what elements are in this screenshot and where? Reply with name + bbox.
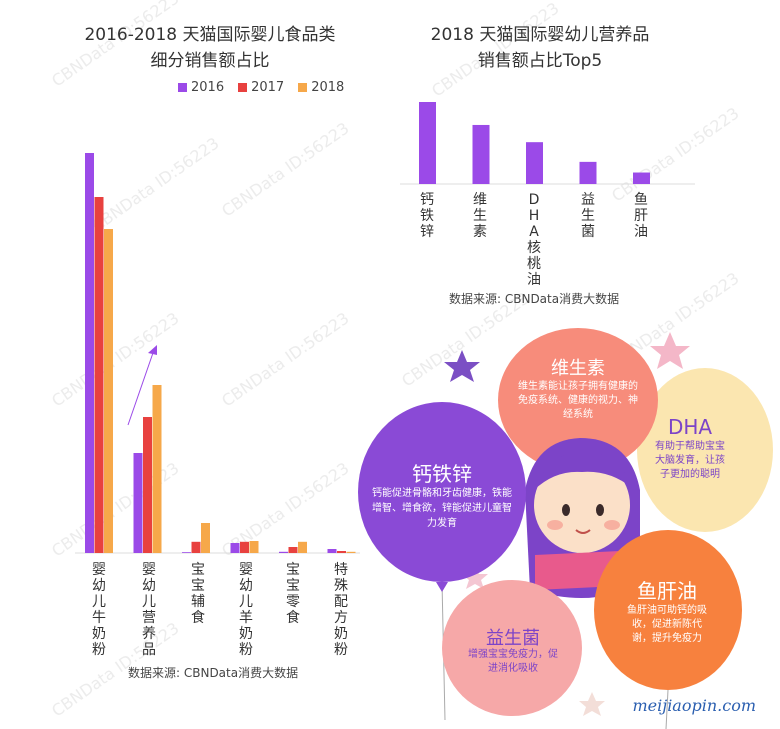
- legend-item-2016: 2016: [178, 80, 224, 95]
- balloon-knot: [436, 582, 448, 592]
- balloon-calcium: [358, 402, 526, 582]
- legend-swatch-2017: [238, 83, 248, 92]
- balloon-dha-text: 有助于帮助宝宝大脑发育，让孩子更加的聪明: [655, 441, 725, 480]
- left-chart-title-line2: 细分销售额占比: [150, 51, 270, 71]
- balloon-fish-oil-text: 鱼肝油可助钙的吸收，促进新陈代谢，提升免疫力: [627, 605, 707, 644]
- balloon-illustration: [358, 328, 773, 729]
- legend-item-2017: 2017: [238, 80, 284, 95]
- bar-2017-0: [94, 197, 104, 553]
- top5-label-dha: DHA核桃油: [527, 192, 541, 288]
- left-chart-title: 2016-2018 天猫国际婴儿食品类 细分销售额占比: [60, 22, 360, 74]
- balloon-fish-oil-title: 鱼肝油: [637, 579, 697, 603]
- trend-arrow: [127, 349, 155, 426]
- legend-label-2016: 2016: [191, 80, 225, 95]
- balloon-dha-title: DHA: [667, 415, 713, 439]
- bar-2017-1: [143, 417, 152, 553]
- bar-2017-3: [240, 541, 249, 553]
- star-icon: [444, 350, 480, 382]
- legend-swatch-2016: [178, 83, 187, 92]
- top5-bar-3: [579, 161, 597, 184]
- legend-label-2017: 2017: [251, 80, 285, 95]
- top5-bar-0: [419, 102, 436, 184]
- bar-2016-1: [133, 453, 143, 553]
- right-chart-source: 数据来源: CBNData消费大数据: [449, 292, 620, 306]
- footer-site: meijiaopin.com: [632, 696, 756, 715]
- balloon-probiotic-title: 益生菌: [486, 628, 540, 649]
- star-icon: [650, 332, 690, 369]
- left-chart-title-line1: 2016-2018 天猫国际婴儿食品类: [84, 25, 336, 45]
- bar-2018-4: [298, 541, 307, 553]
- top5-bar-4: [633, 172, 650, 184]
- trend-arrow-head: [148, 345, 157, 355]
- bar-2016-5: [327, 549, 337, 553]
- top5-bar-2: [526, 142, 543, 184]
- bar-2018-1: [152, 385, 162, 553]
- category-label-nutrition: 婴幼儿营养品: [142, 562, 156, 658]
- right-chart-title-line2: 销售额占比Top5: [477, 51, 603, 71]
- category-label-baby-food: 宝宝辅食: [191, 562, 205, 626]
- category-label-special-formula: 特殊配方奶粉: [334, 562, 348, 658]
- legend-swatch-2018: [298, 83, 308, 92]
- category-label-snacks: 宝宝零食: [286, 562, 300, 626]
- bar-2017-5: [337, 551, 346, 553]
- balloon-vitamin-text: 维生素能让孩子拥有健康的免疫系统、健康的视力、神经系统: [518, 381, 638, 420]
- balloon-calcium-text: 钙能促进骨骼和牙齿健康，铁能增智、增食欲，锌能促进儿童智力发育: [372, 488, 512, 529]
- balloon-vitamin-title: 维生素: [551, 358, 605, 379]
- top5-bar-chart: [400, 102, 695, 185]
- bar-2018-2: [201, 523, 210, 553]
- balloon-probiotic-text: 增强宝宝免疫力，促进消化吸收: [468, 649, 558, 674]
- balloon-fish-oil: [594, 530, 742, 690]
- balloon-dha: [637, 368, 773, 532]
- category-label-goat-milk: 婴幼儿羊奶粉: [239, 562, 253, 658]
- category-label-milk-powder: 婴幼儿牛奶粉: [92, 562, 106, 658]
- right-chart-title-line1: 2018 天猫国际婴幼儿营养品: [430, 25, 650, 45]
- balloon-vitamin: [498, 328, 658, 472]
- right-chart-title: 2018 天猫国际婴幼儿营养品 销售额占比Top5: [405, 22, 675, 74]
- baby-character: [525, 438, 640, 598]
- legend: 2016 2017 2018: [178, 80, 344, 95]
- balloon-string: [665, 689, 669, 729]
- bar-2017-4: [288, 547, 298, 553]
- bar-2016-2: [182, 552, 191, 553]
- top5-label-fish-oil: 鱼肝油: [634, 192, 648, 240]
- star-icon: [579, 692, 605, 716]
- left-chart-source: 数据来源: CBNData消费大数据: [128, 666, 299, 680]
- bar-2016-3: [230, 543, 240, 553]
- legend-label-2018: 2018: [311, 80, 345, 95]
- top5-label-calcium: 钙铁锌: [420, 192, 434, 240]
- top5-bar-1: [472, 124, 490, 184]
- left-bar-chart: [75, 153, 360, 554]
- balloon-probiotic: [442, 580, 582, 716]
- bar-2018-5: [346, 551, 356, 553]
- top5-label-probiotic: 益生菌: [581, 192, 595, 240]
- bar-2018-0: [104, 229, 113, 553]
- bar-2017-2: [191, 541, 201, 553]
- star-icon: [462, 565, 488, 589]
- legend-item-2018: 2018: [298, 80, 344, 95]
- bar-2016-0: [85, 153, 94, 553]
- top5-label-vitamin: 维生素: [473, 192, 487, 240]
- bar-2016-4: [279, 551, 288, 553]
- bar-2018-3: [249, 541, 259, 553]
- balloon-calcium-title: 钙铁锌: [412, 462, 472, 486]
